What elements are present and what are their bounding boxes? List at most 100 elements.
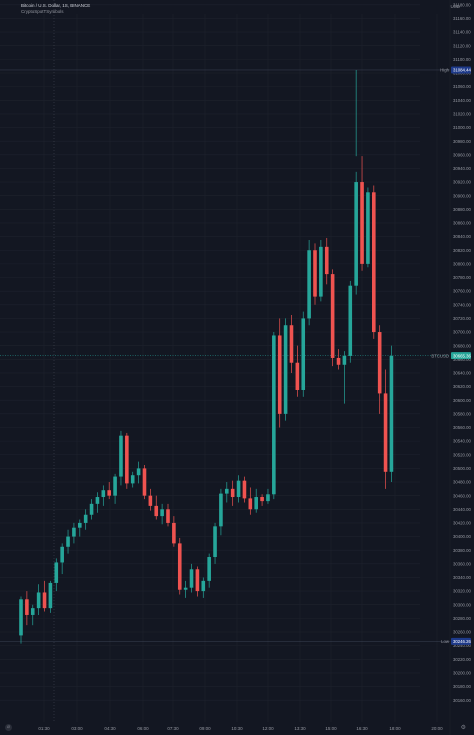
candle-body-up	[130, 475, 135, 484]
marker-tag-low: Low	[441, 639, 450, 644]
y-tick-label: 30980.00	[453, 139, 472, 144]
candle-body-down	[230, 488, 235, 498]
y-tick-label: 30360.00	[453, 561, 472, 566]
candle-body-down	[248, 498, 253, 510]
candle-body-down	[336, 357, 341, 365]
marker-value-box-low	[451, 637, 471, 645]
candle-body-down	[148, 495, 153, 506]
y-tick-label: 30820.00	[453, 248, 472, 253]
candle-body-up	[301, 318, 306, 390]
candle-body-up	[266, 494, 270, 502]
candle-body-up	[83, 514, 88, 523]
y-tick-label: 30240.00	[453, 643, 472, 648]
candle-body-up	[272, 335, 276, 495]
candle-body-up	[183, 587, 188, 590]
y-tick-label: 30320.00	[453, 589, 472, 594]
candle-body-up	[354, 182, 358, 286]
candle-body-up	[60, 546, 64, 563]
candle-body-up	[78, 522, 82, 528]
y-tick-label: 31140.00	[453, 30, 471, 35]
y-tick-label: 30200.00	[453, 671, 472, 676]
candle-body-up	[307, 250, 311, 319]
candle-body-up	[283, 325, 288, 414]
candle-body-down	[260, 497, 264, 502]
y-tick-label: 31160.00	[453, 16, 471, 21]
candle-body-up	[36, 592, 41, 609]
y-tick-label: 30640.00	[453, 371, 472, 376]
x-tick-label: 07:30	[167, 726, 179, 731]
marker-tag-high: High	[440, 68, 449, 73]
y-tick-label: 30680.00	[453, 343, 472, 348]
candle-body-up	[236, 480, 241, 498]
candle-body-down	[42, 592, 47, 609]
x-tick-label: 15:00	[325, 726, 337, 731]
x-tick-label: 16:30	[356, 726, 368, 731]
candle-body-up	[189, 569, 194, 588]
candle-body-down	[289, 325, 294, 363]
y-tick-label: 30840.00	[453, 234, 472, 239]
candle-body-up	[389, 355, 394, 472]
candle-body-down	[360, 182, 364, 264]
candle-body-up	[101, 490, 106, 498]
y-tick-label: 30780.00	[453, 275, 472, 280]
y-tick-label: 30480.00	[453, 480, 472, 485]
candle-body-up	[366, 192, 370, 264]
y-tick-label: 31120.00	[453, 43, 471, 48]
candle-body-up	[48, 582, 53, 609]
y-tick-label: 30600.00	[453, 398, 472, 403]
y-tick-label: 30560.00	[453, 425, 472, 430]
y-tick-label: 30460.00	[453, 493, 472, 498]
candle-body-up	[219, 493, 223, 527]
candle-body-up	[72, 527, 76, 537]
y-tick-label: 30540.00	[453, 439, 472, 444]
candle-body-down	[277, 335, 282, 414]
y-tick-label: 30280.00	[453, 616, 472, 621]
candle-body-down	[25, 599, 29, 615]
y-tick-label: 31040.00	[453, 98, 472, 103]
candle-body-up	[225, 488, 229, 494]
tradingview-logo-icon[interactable]: ⌀	[5, 724, 12, 731]
candle-body-down	[172, 522, 176, 544]
candle-body-down	[377, 332, 382, 394]
x-tick-label: 13:30	[294, 726, 306, 731]
y-tick-label: 30720.00	[453, 316, 472, 321]
y-tick-label: 30580.00	[453, 411, 472, 416]
candle-body-up	[213, 526, 217, 558]
candle-body-up	[66, 536, 70, 547]
y-tick-label: 30220.00	[453, 657, 472, 662]
y-tick-label: 30380.00	[453, 548, 472, 553]
x-tick-label: 12:00	[262, 726, 274, 731]
y-tick-label: 30180.00	[453, 684, 472, 689]
y-tick-label: 30800.00	[453, 261, 472, 266]
candle-body-down	[295, 362, 300, 390]
candle-body-up	[54, 562, 59, 583]
x-tick-label: 09:00	[199, 726, 211, 731]
y-tick-label: 30300.00	[453, 602, 472, 607]
candle-body-down	[195, 569, 200, 592]
y-tick-label: 30520.00	[453, 452, 472, 457]
candle-body-down	[177, 543, 182, 590]
marker-value-box-btcusd	[451, 352, 471, 360]
candle-body-up	[30, 608, 35, 615]
x-tick-label: 18:00	[389, 726, 401, 731]
candle-body-up	[201, 580, 206, 592]
y-tick-label: 30920.00	[453, 180, 472, 185]
y-tick-label: 31020.00	[453, 112, 472, 117]
x-tick-label: 01:30	[38, 726, 50, 731]
candle-body-up	[136, 468, 141, 476]
y-tick-label: 30340.00	[453, 575, 472, 580]
gear-icon[interactable]: ⚙	[460, 725, 466, 731]
x-tick-label: 20:00	[431, 726, 443, 731]
y-tick-label: 30160.00	[453, 698, 472, 703]
y-tick-label: 31060.00	[453, 84, 472, 89]
candle-body-up	[254, 497, 258, 510]
marker-value-btcusd: 30665.36	[453, 353, 472, 358]
candle-body-down	[142, 468, 147, 496]
candle-body-down	[372, 192, 376, 333]
candle-body-up	[19, 599, 23, 636]
y-tick-label: 31000.00	[453, 125, 472, 130]
marker-value-high: 31084.44	[453, 68, 472, 73]
candle-body-down	[313, 250, 317, 297]
y-tick-label: 30400.00	[453, 534, 472, 539]
